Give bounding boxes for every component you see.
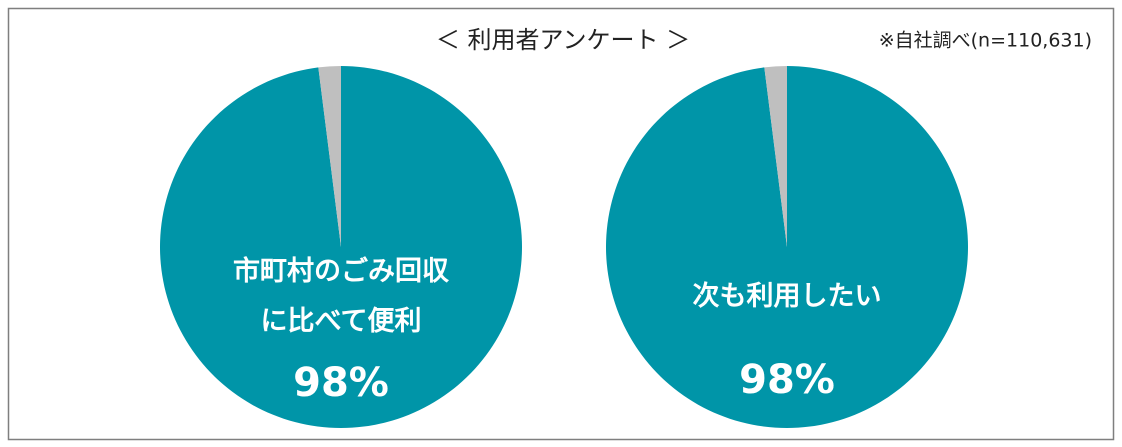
pie-slice — [318, 66, 341, 247]
slice-label: 市町村のごみ回収 に比べて便利 — [233, 256, 449, 337]
note: ※自社調べ(n=110,631) — [879, 30, 1092, 52]
value-label: 98% — [293, 360, 389, 406]
chart-title: ＜ 利用者アンケート ＞ — [436, 26, 690, 54]
pie-slice — [764, 66, 787, 247]
pie-slice — [160, 66, 522, 428]
value-label: 98% — [739, 357, 835, 403]
pie-slice — [606, 66, 969, 429]
slice-label: 次も利用したい — [692, 281, 882, 312]
